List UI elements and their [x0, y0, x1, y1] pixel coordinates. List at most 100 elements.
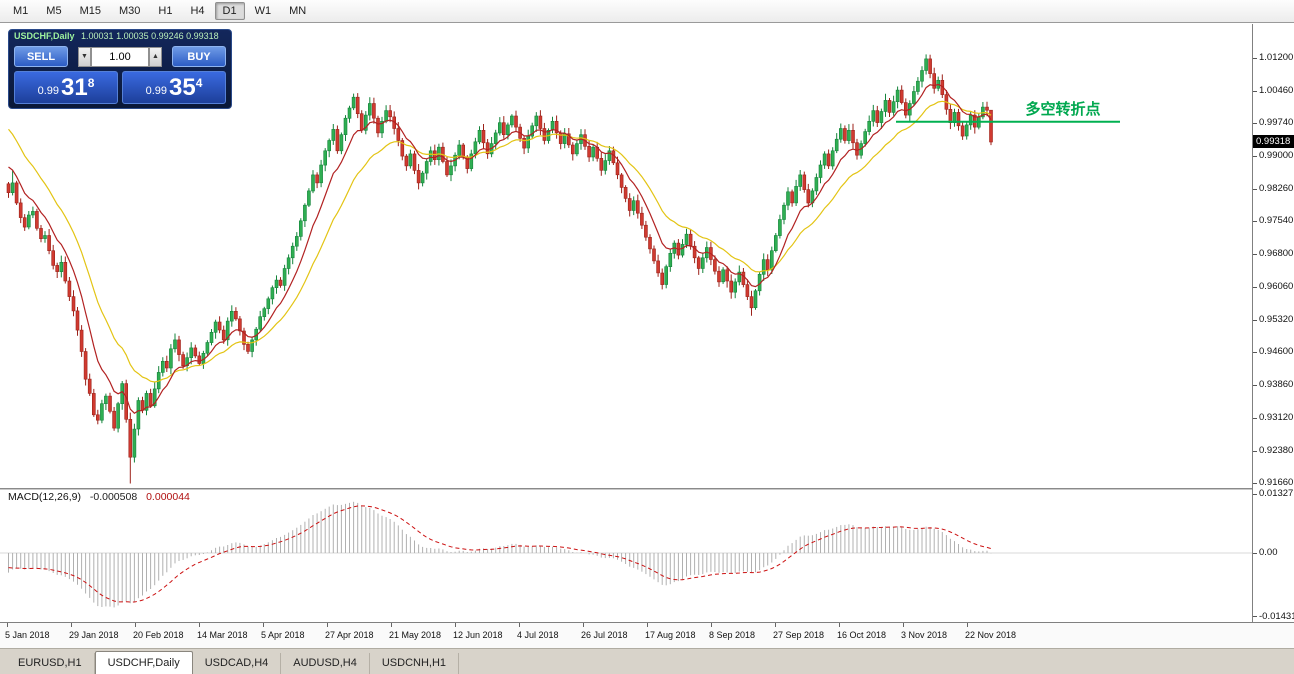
pane-divider[interactable] — [0, 488, 1294, 490]
date-axis-label: 20 Feb 2018 — [133, 630, 184, 640]
buy-button[interactable]: BUY — [172, 46, 226, 67]
timeframe-button-m30[interactable]: M30 — [118, 5, 141, 17]
date-axis-label: 26 Jul 2018 — [581, 630, 628, 640]
timeframe-button-m5[interactable]: M5 — [46, 5, 62, 17]
scale-tick — [1253, 450, 1257, 452]
scale-tick — [1253, 155, 1257, 157]
price-scale-label: 1.01200 — [1259, 52, 1294, 63]
scale-tick — [1253, 552, 1257, 554]
date-axis-label: 8 Sep 2018 — [709, 630, 756, 640]
price-scale-label: 0.95320 — [1259, 314, 1294, 326]
timeframe-button-m1[interactable]: M1 — [13, 5, 29, 17]
axis-tick-mark — [455, 623, 456, 627]
price-scale[interactable]: 0.99318 1.01200 1.00460 0.99740 0.99000 0.98… — [1252, 24, 1294, 622]
macd-main-value: -0.000508 — [89, 491, 138, 503]
scale-tick — [1253, 616, 1257, 618]
volume-input[interactable]: 1.00 — [91, 46, 149, 67]
scale-tick — [1253, 286, 1257, 288]
price-scale-label: 0.94600 — [1259, 346, 1294, 358]
date-axis-label: 22 Nov 2018 — [965, 630, 1017, 640]
chart-title-bar: USDCHF,Daily 1.00031 1.00035 0.99246 0.9… — [9, 30, 231, 44]
price-scale-label: 1.00460 — [1259, 85, 1294, 96]
date-axis-label: 17 Aug 2018 — [645, 630, 696, 640]
timeframe-button-h4[interactable]: H4 — [190, 5, 205, 17]
scale-tick — [1253, 253, 1257, 255]
axis-tick-mark — [199, 623, 200, 627]
price-scale-label: 0.93860 — [1259, 379, 1294, 391]
price-scale-label: 0.99740 — [1259, 117, 1294, 129]
chart-tab-eurusd-h1[interactable]: EURUSD,H1 — [6, 653, 95, 674]
date-axis-label: 14 Mar 2018 — [197, 630, 248, 640]
price-scale-label: 0.96060 — [1259, 281, 1294, 293]
macd-signal-value: 0.000044 — [146, 491, 190, 503]
price-scale-label: 0.99000 — [1259, 150, 1294, 162]
price-scale-label: 0.98260 — [1259, 183, 1294, 195]
annotation-text[interactable]: 多空转折点 — [1025, 101, 1101, 118]
date-axis-label: 5 Jan 2018 — [5, 630, 50, 640]
date-axis-label: 21 May 2018 — [389, 630, 442, 640]
current-price-tag: 0.99318 — [1253, 134, 1294, 148]
timeframe-button-h1[interactable]: H1 — [158, 5, 173, 17]
chart-ohlc-values: 1.00031 1.00035 0.99246 0.99318 — [81, 31, 219, 41]
volume-decrease-button[interactable]: ▼ — [78, 46, 91, 67]
chart-symbol-label: USDCHF,Daily — [14, 31, 75, 41]
price-scale-label: 0.97540 — [1259, 215, 1294, 227]
candlestick-series — [6, 54, 993, 484]
chart-tab-usdcnh-h1[interactable]: USDCNH,H1 — [370, 653, 460, 674]
macd-scale-label: 0.00 — [1259, 547, 1278, 558]
ma-fast-line — [8, 83, 992, 414]
axis-tick-mark — [583, 623, 584, 627]
scale-tick — [1253, 482, 1257, 484]
timeframe-button-d1[interactable]: D1 — [214, 2, 245, 20]
axis-tick-mark — [711, 623, 712, 627]
scale-tick — [1253, 220, 1257, 222]
scale-tick — [1253, 188, 1257, 190]
axis-tick-mark — [903, 623, 904, 627]
date-axis-label: 16 Oct 2018 — [837, 630, 887, 640]
price-scale-label: 0.96800 — [1259, 248, 1294, 260]
macd-scale-label: -0.01431 — [1259, 610, 1294, 622]
macd-label: MACD(12,26,9) -0.000508 0.000044 — [8, 491, 190, 503]
macd-signal-line — [8, 505, 992, 603]
date-axis-label: 5 Apr 2018 — [261, 630, 305, 640]
scale-tick — [1253, 417, 1257, 419]
axis-tick-mark — [839, 623, 840, 627]
chart-tab-usdchf-daily[interactable]: USDCHF,Daily — [94, 651, 193, 674]
buy-price-display[interactable]: 0.99 35 4 — [122, 71, 226, 104]
buy-price-big: 35 — [169, 74, 196, 101]
sell-price-display[interactable]: 0.99 31 8 — [14, 71, 118, 104]
date-axis-label: 29 Jan 2018 — [69, 630, 119, 640]
date-axis[interactable]: 5 Jan 2018 29 Jan 2018 20 Feb 2018 14 Mar 2… — [0, 622, 1294, 648]
timeframe-button-mn[interactable]: MN — [289, 5, 307, 17]
axis-tick-mark — [775, 623, 776, 627]
chart-tab-usdcad-h4[interactable]: USDCAD,H4 — [193, 653, 282, 674]
axis-tick-mark — [327, 623, 328, 627]
scale-tick — [1253, 493, 1257, 495]
sell-price-prefix: 0.99 — [37, 85, 60, 97]
buy-price-sup: 4 — [195, 76, 203, 90]
chart-area: MACD(12,26,9) -0.000508 0.000044 USDCHF,… — [0, 23, 1294, 648]
timeframe-toolbar: M1 M5 M15 M30 H1 H4 D1 W1 MN — [0, 0, 1294, 23]
chart-tabs-bar: EURUSD,H1 USDCHF,Daily USDCAD,H4 AUDUSD,H4 U… — [0, 648, 1294, 674]
sell-button[interactable]: SELL — [14, 46, 68, 67]
sell-price-big: 31 — [61, 74, 88, 101]
axis-tick-mark — [71, 623, 72, 627]
one-click-trading-panel: USDCHF,Daily 1.00031 1.00035 0.99246 0.9… — [8, 29, 232, 109]
price-scale-label: 0.93120 — [1259, 412, 1294, 424]
volume-increase-button[interactable]: ▲ — [149, 46, 162, 67]
axis-tick-mark — [135, 623, 136, 627]
axis-tick-mark — [647, 623, 648, 627]
chart-tab-audusd-h4[interactable]: AUDUSD,H4 — [281, 653, 370, 674]
date-axis-label: 4 Jul 2018 — [517, 630, 559, 640]
axis-tick-mark — [967, 623, 968, 627]
date-axis-label: 27 Apr 2018 — [325, 630, 374, 640]
scale-tick — [1253, 351, 1257, 353]
macd-scale-label: 0.01327 — [1259, 488, 1294, 499]
macd-indicator-chart[interactable] — [0, 490, 1252, 622]
timeframe-button-m15[interactable]: M15 — [79, 5, 101, 17]
timeframe-button-w1[interactable]: W1 — [254, 5, 272, 17]
price-scale-label: 0.92380 — [1259, 445, 1294, 457]
axis-tick-mark — [391, 623, 392, 627]
scale-tick — [1253, 384, 1257, 386]
